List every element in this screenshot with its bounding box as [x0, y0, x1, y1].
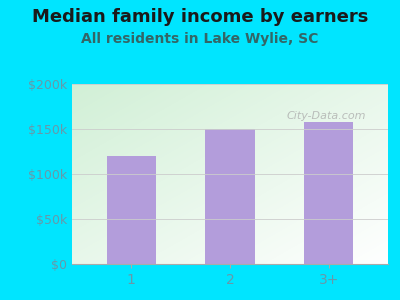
Bar: [106, 156, 156, 264]
Text: City-Data.com: City-Data.com: [287, 111, 366, 122]
Text: Median family income by earners: Median family income by earners: [32, 8, 368, 26]
Text: All residents in Lake Wylie, SC: All residents in Lake Wylie, SC: [81, 32, 319, 46]
Bar: [304, 122, 354, 264]
Bar: [205, 129, 255, 264]
